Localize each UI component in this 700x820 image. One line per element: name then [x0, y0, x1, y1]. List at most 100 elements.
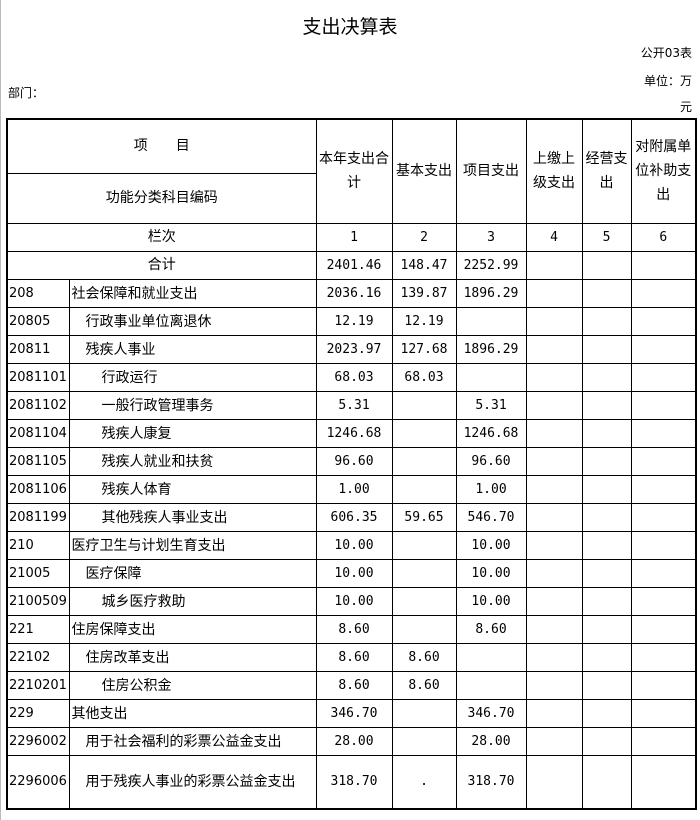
- row-name: 残疾人康复: [68, 418, 317, 448]
- row-code: 210: [6, 530, 70, 560]
- table-row: 2081101 行政运行 68.03 68.03: [6, 362, 697, 392]
- row-value: 28.00: [455, 726, 527, 756]
- row-value: 546.70: [455, 502, 527, 532]
- header-item: 项 目: [6, 118, 317, 174]
- row-value: [630, 474, 697, 504]
- table-row: 2296002 用于社会福利的彩票公益金支出 28.00 28.00: [6, 726, 697, 756]
- table-row: 2081104 残疾人康复 1246.68 1246.68: [6, 418, 697, 448]
- row-value: [630, 530, 697, 560]
- header-code: 功能分类科目编码: [6, 172, 317, 224]
- row-code: 2100509: [6, 586, 70, 616]
- row-name: 其他残疾人事业支出: [68, 502, 317, 532]
- row-value: 10.00: [455, 530, 527, 560]
- row-code: 229: [6, 698, 70, 728]
- row-value: 1246.68: [455, 418, 527, 448]
- table-row: 2081102 一般行政管理事务 5.31 5.31: [6, 390, 697, 420]
- table-row: 2081199 其他残疾人事业支出 606.35 59.65 546.70: [6, 502, 697, 532]
- row-value: 1246.68: [315, 418, 393, 448]
- table-row: 20805 行政事业单位离退休 12.19 12.19: [6, 306, 697, 336]
- table-row: 221 住房保障支出 8.60 8.60: [6, 614, 697, 644]
- row-value: 318.70: [455, 754, 527, 810]
- unit-label-cont: 元: [679, 100, 692, 114]
- row-code: 208: [6, 278, 70, 308]
- row-value: [581, 670, 632, 700]
- row-value: [455, 670, 527, 700]
- row-value: [525, 754, 583, 810]
- row-code: 20811: [6, 334, 70, 364]
- row-code: 21005: [6, 558, 70, 588]
- row-value: [525, 726, 583, 756]
- row-name: 用于残疾人事业的彩票公益金支出: [68, 754, 317, 810]
- row-value: [525, 306, 583, 336]
- row-value: [581, 362, 632, 392]
- table-row: 210 医疗卫生与计划生育支出 10.00 10.00: [6, 530, 697, 560]
- row-value: [525, 446, 583, 476]
- row-value: [630, 586, 697, 616]
- row-value: [391, 418, 457, 448]
- row-code: 22102: [6, 642, 70, 672]
- row-value: [581, 558, 632, 588]
- row-value: [525, 278, 583, 308]
- total-value: 148.47: [391, 250, 457, 280]
- row-code: 2081104: [6, 418, 70, 448]
- row-value: [630, 334, 697, 364]
- row-value: [581, 278, 632, 308]
- table-row: 2100509 城乡医疗救助 10.00 10.00: [6, 586, 697, 616]
- row-value: 96.60: [455, 446, 527, 476]
- row-value: 59.65: [391, 502, 457, 532]
- table-row: 20811 残疾人事业 2023.97 127.68 1896.29: [6, 334, 697, 364]
- header-col-2: 基本支出: [391, 118, 457, 224]
- form-number: 公开03表: [640, 46, 692, 60]
- total-value: [630, 250, 697, 280]
- row-value: 8.60: [315, 670, 393, 700]
- row-value: [581, 502, 632, 532]
- row-value: 5.31: [455, 390, 527, 420]
- row-value: [581, 390, 632, 420]
- table-row: 208 社会保障和就业支出 2036.16 139.87 1896.29: [6, 278, 697, 308]
- row-value: [581, 698, 632, 728]
- row-value: 8.60: [315, 642, 393, 672]
- row-value: [525, 670, 583, 700]
- row-name: 医疗卫生与计划生育支出: [68, 530, 317, 560]
- header-col-4: 上缴上级支出: [525, 118, 583, 224]
- row-name: 社会保障和就业支出: [68, 278, 317, 308]
- row-value: [455, 642, 527, 672]
- row-value: [525, 614, 583, 644]
- row-value: [455, 306, 527, 336]
- row-value: [630, 390, 697, 420]
- row-value: 1.00: [455, 474, 527, 504]
- row-value: 127.68: [391, 334, 457, 364]
- row-value: 346.70: [455, 698, 527, 728]
- row-value: [630, 362, 697, 392]
- row-value: [630, 502, 697, 532]
- row-value: [391, 726, 457, 756]
- row-name: 医疗保障: [68, 558, 317, 588]
- header-col-1: 本年支出合计: [315, 118, 393, 224]
- row-value: [581, 754, 632, 810]
- row-value: 10.00: [455, 586, 527, 616]
- header-col-5: 经营支出: [581, 118, 632, 224]
- row-value: [391, 530, 457, 560]
- row-value: [581, 530, 632, 560]
- row-value: 8.60: [391, 642, 457, 672]
- expenditure-table: 项 目 本年支出合计 基本支出 项目支出 上缴上级支出 经营支出 对附属单位补助…: [6, 118, 697, 810]
- row-value: 1.00: [315, 474, 393, 504]
- row-value: [391, 586, 457, 616]
- row-value: 346.70: [315, 698, 393, 728]
- total-value: 2401.46: [315, 250, 393, 280]
- row-value: 8.60: [315, 614, 393, 644]
- row-value: [630, 670, 697, 700]
- row-value: [391, 390, 457, 420]
- column-number: 6: [630, 222, 697, 252]
- row-name: 一般行政管理事务: [68, 390, 317, 420]
- row-value: [525, 530, 583, 560]
- page-edge: [0, 0, 1, 820]
- row-value: [525, 390, 583, 420]
- column-number: 5: [581, 222, 632, 252]
- row-value: 68.03: [391, 362, 457, 392]
- row-value: [630, 306, 697, 336]
- row-value: 2023.97: [315, 334, 393, 364]
- table-row: 2296006 用于残疾人事业的彩票公益金支出 318.70. 318.70: [6, 754, 697, 810]
- row-value: 12.19: [391, 306, 457, 336]
- row-value: 5.31: [315, 390, 393, 420]
